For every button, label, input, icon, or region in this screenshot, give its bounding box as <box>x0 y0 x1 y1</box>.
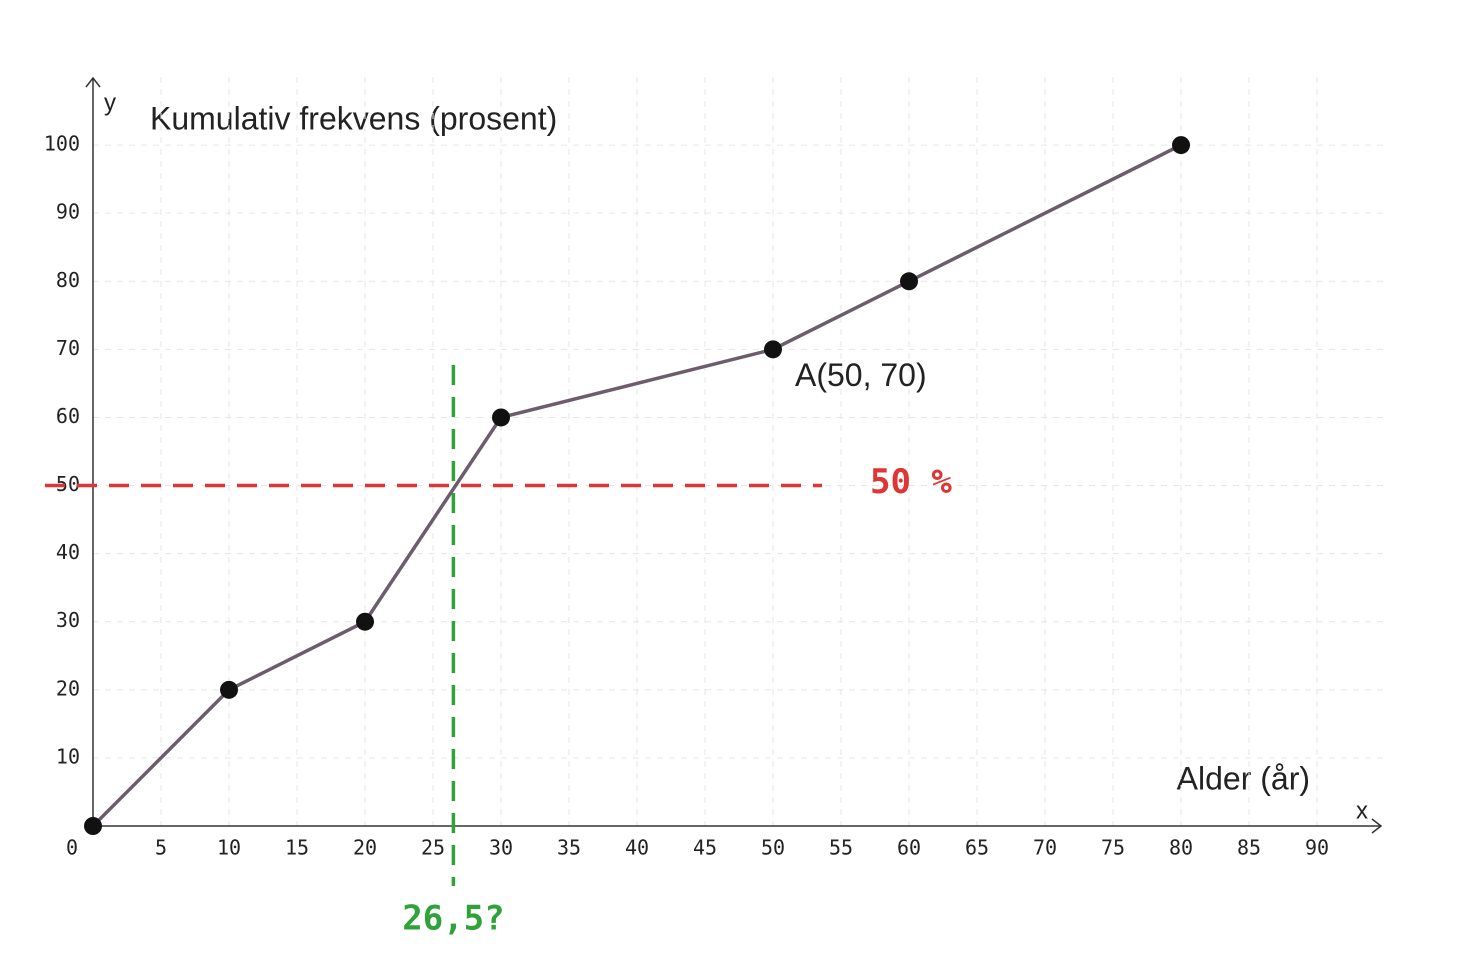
x-tick-label: 45 <box>693 836 717 860</box>
y-tick-label: 90 <box>56 200 80 224</box>
y-axis-label: Kumulativ frekvens (prosent) <box>150 100 557 136</box>
x-tick-label: 5 <box>155 836 167 860</box>
x-tick-label: 10 <box>217 836 241 860</box>
y-tick-label: 100 <box>44 132 80 156</box>
x-axis-label: Alder (år) <box>1177 760 1310 796</box>
x-tick-label: 85 <box>1237 836 1261 860</box>
data-point <box>764 340 782 359</box>
x-tick-label: 40 <box>625 836 649 860</box>
y-tick-label: 30 <box>56 608 80 632</box>
data-point <box>492 408 510 427</box>
y-tick-label: 80 <box>56 268 80 292</box>
y-tick-label: 20 <box>56 676 80 700</box>
data-point <box>220 680 238 699</box>
x-tick-label: 60 <box>897 836 921 860</box>
x-axis-arrow <box>1371 818 1383 834</box>
data-point <box>900 272 918 291</box>
y-axis-arrow <box>85 76 101 88</box>
x-tick-label: 15 <box>285 836 309 860</box>
y-tick-label: 70 <box>56 336 80 360</box>
data-point <box>356 612 374 631</box>
x-tick-label: 25 <box>421 836 445 860</box>
data-point <box>1172 136 1190 155</box>
y-axis-name: y <box>104 89 116 116</box>
x-tick-label: 75 <box>1101 836 1125 860</box>
x-tick-label: 80 <box>1169 836 1193 860</box>
reference-label: 50 % <box>870 462 952 502</box>
data-point <box>84 817 102 835</box>
x-tick-label: 90 <box>1305 836 1329 860</box>
x-tick-label: 55 <box>829 836 853 860</box>
x-tick-label: 50 <box>761 836 785 860</box>
point-label: A(50, 70) <box>795 357 927 393</box>
x-tick-label: 0 <box>66 836 78 860</box>
x-tick-label: 65 <box>965 836 989 860</box>
x-tick-label: 35 <box>557 836 581 860</box>
x-tick-label: 30 <box>489 836 513 860</box>
x-tick-label: 70 <box>1033 836 1057 860</box>
y-tick-label: 10 <box>56 744 80 768</box>
y-tick-label: 40 <box>56 540 80 564</box>
reference-label: 26,5? <box>402 899 504 939</box>
x-tick-label: 20 <box>353 836 377 860</box>
x-axis-name: x <box>1356 797 1368 824</box>
y-tick-label: 60 <box>56 404 80 428</box>
